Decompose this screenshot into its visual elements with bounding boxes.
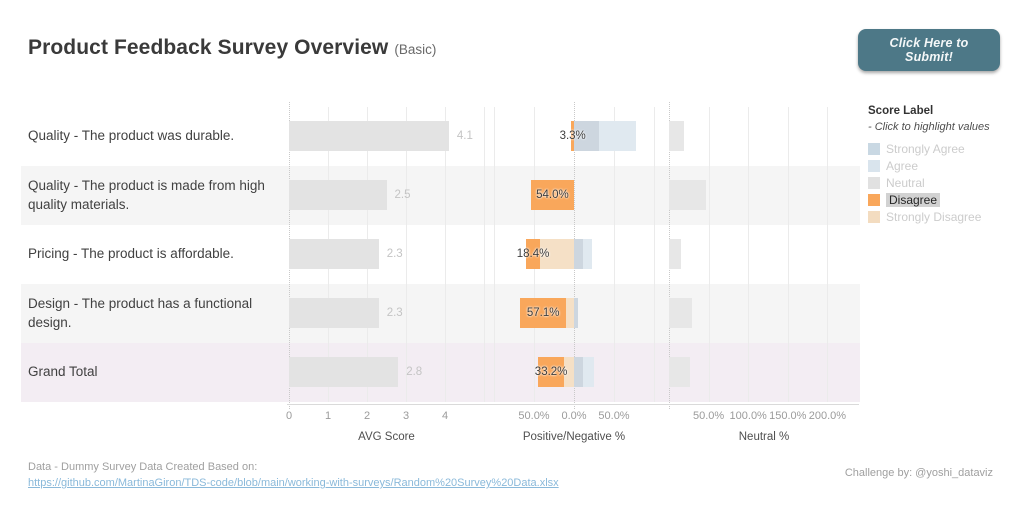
page-title: Product Feedback Survey Overview (Basic) <box>28 36 436 60</box>
disagree-pct-label: 18.4% <box>516 248 550 260</box>
row-band <box>21 225 860 284</box>
disagree-pct-label: 54.0% <box>536 189 569 201</box>
avg-score-bar[interactable] <box>289 121 449 151</box>
segment-disagree[interactable] <box>537 357 565 387</box>
gridline <box>494 107 495 402</box>
legend-item-agree[interactable]: Agree <box>868 157 1018 174</box>
row-label[interactable]: Pricing - The product is affordable. <box>28 246 234 262</box>
row-label[interactable]: Quality - The product was durable. <box>28 128 235 144</box>
disagree-pct-label: 33.2% <box>534 366 568 378</box>
avg-score-bar[interactable] <box>289 239 379 269</box>
neutral-bar[interactable] <box>669 239 681 269</box>
legend-label: Disagree <box>886 192 941 207</box>
legend-label: Neutral <box>886 175 925 190</box>
neutral-bar[interactable] <box>669 357 690 387</box>
row-band <box>21 343 860 402</box>
neutral-axis-title: Neutral % <box>738 431 790 443</box>
challenge-credit: Challenge by: @yoshi_dataviz <box>844 467 993 479</box>
disagree-pct-label: 57.1% <box>526 307 560 319</box>
gridline <box>787 107 789 402</box>
axis-tick-label: 50.0% <box>518 410 550 422</box>
neutral-bar[interactable] <box>669 121 685 151</box>
gridline <box>708 107 710 402</box>
title-subtext: (Basic) <box>394 42 437 57</box>
axis-tick-label: 0 <box>285 410 293 422</box>
avg-score-bar[interactable] <box>289 180 387 210</box>
gridline <box>614 107 615 402</box>
legend-swatch-strongly-agree <box>868 142 880 155</box>
data-source-text: Data - Dummy Survey Data Created Based o… <box>28 461 258 473</box>
segment-agree[interactable] <box>582 357 594 387</box>
axis-tick-label: 150.0% <box>769 410 807 422</box>
segment-disagree[interactable] <box>571 121 574 151</box>
axis-tick-label: 4 <box>441 410 449 422</box>
segment-disagree[interactable] <box>525 239 541 269</box>
legend-swatch-agree <box>868 159 880 172</box>
gridline <box>748 107 750 402</box>
disagree-pct-label: 3.3% <box>559 130 586 142</box>
data-source-link[interactable]: https://github.com/MartinaGiron/TDS-code… <box>28 477 559 489</box>
legend-swatch-neutral <box>868 176 880 189</box>
row-label[interactable]: Quality - The product is made from high … <box>28 177 265 212</box>
segment-agree[interactable] <box>582 239 592 269</box>
axis-tick-label: 200.0% <box>808 410 847 422</box>
avg-score-bar[interactable] <box>289 298 379 328</box>
avg-score-value: 2.3 <box>386 307 403 319</box>
submit-button[interactable]: Click Here to Submit! <box>858 29 1000 71</box>
legend-label: Strongly Agree <box>886 141 965 156</box>
avg-score-value: 4.1 <box>456 130 473 142</box>
axis-tick-label: 3 <box>402 410 410 422</box>
segment-strongly-disagree[interactable] <box>540 239 574 269</box>
axis-tick-label: 50.0% <box>692 410 725 422</box>
neutral-bar[interactable] <box>669 180 707 210</box>
avg-score-bar[interactable] <box>289 357 399 387</box>
gridline <box>406 107 407 402</box>
legend-item-neutral[interactable]: Neutral <box>868 174 1018 191</box>
segment-agree[interactable] <box>598 121 636 151</box>
gridline <box>827 107 829 402</box>
legend-items: Strongly Agree Agree Neutral Disagree Strong… <box>868 140 1018 225</box>
legend-swatch-strongly-disagree <box>868 210 880 223</box>
row-label[interactable]: Design - The product has a functional de… <box>28 295 253 330</box>
legend-item-strongly-disagree[interactable]: Strongly Disagree <box>868 208 1018 225</box>
avg-score-axis-title: AVG Score <box>358 431 415 443</box>
segment-strongly-agree[interactable] <box>574 121 599 151</box>
gridline <box>484 107 485 402</box>
avg-score-value: 2.3 <box>386 248 403 260</box>
legend-label: Agree <box>886 158 919 173</box>
score-label-legend: Score Label - Click to highlight values … <box>868 105 1018 225</box>
axis-tick-label: 100.0% <box>729 410 767 422</box>
segment-strongly-disagree[interactable] <box>566 298 574 328</box>
legend-label: Strongly Disagree <box>886 209 982 224</box>
avg-score-value: 2.8 <box>406 366 423 378</box>
row-band <box>21 284 860 343</box>
neutral-bar[interactable] <box>669 298 692 328</box>
axis-domain-line <box>287 404 859 405</box>
gridline <box>445 107 446 402</box>
avg-score-value: 2.5 <box>394 189 411 201</box>
axis-tick-label: 1 <box>324 410 332 422</box>
axis-tick-label: 0.0% <box>561 410 587 422</box>
segment-strongly-agree[interactable] <box>574 298 578 328</box>
gridline <box>654 107 655 402</box>
legend-title: Score Label <box>868 105 934 117</box>
axis-tick-label: 50.0% <box>598 410 630 422</box>
segment-strongly-agree[interactable] <box>574 357 583 387</box>
segment-strongly-disagree[interactable] <box>564 357 574 387</box>
segment-disagree[interactable] <box>530 180 574 210</box>
pos-neg-axis-title: Positive/Negative % <box>522 431 626 443</box>
segment-strongly-agree[interactable] <box>574 239 583 269</box>
legend-item-strongly-agree[interactable]: Strongly Agree <box>868 140 1018 157</box>
segment-disagree[interactable] <box>520 298 566 328</box>
title-text: Product Feedback Survey Overview <box>28 36 389 59</box>
legend-subtitle: - Click to highlight values <box>868 121 990 133</box>
row-label[interactable]: Grand Total <box>28 364 98 380</box>
legend-swatch-disagree <box>868 193 880 206</box>
row-band <box>21 166 860 225</box>
axis-tick-label: 2 <box>363 410 371 422</box>
legend-item-disagree[interactable]: Disagree <box>868 191 1018 208</box>
